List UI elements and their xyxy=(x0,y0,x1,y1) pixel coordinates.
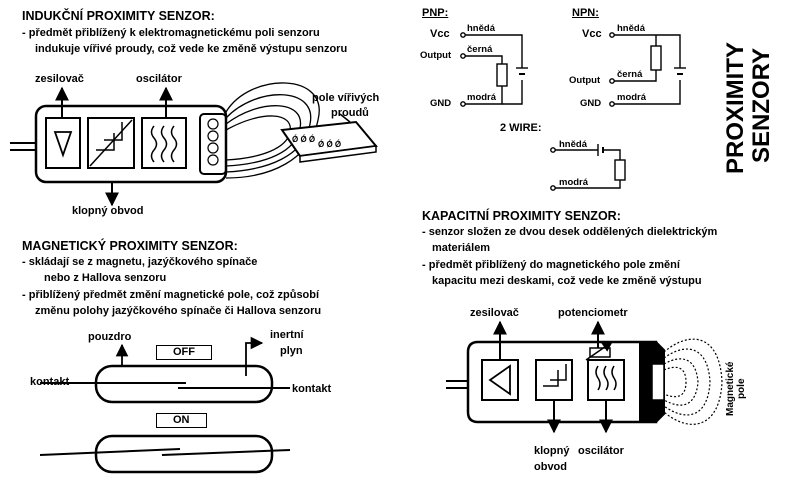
state-off-badge: OFF xyxy=(156,345,212,360)
two-wire-brown: hnědá xyxy=(559,139,587,150)
two-wire-label: 2 WIRE: xyxy=(500,122,542,134)
label-amplifier: zesilovač xyxy=(35,73,84,85)
inductive-desc-line2: indukuje vířivé proudy, což vede ke změn… xyxy=(35,43,348,55)
npn-wire-black: černá xyxy=(617,69,643,80)
npn-wire-brown: hnědá xyxy=(617,23,645,34)
cap-label-trigger-line2: obvod xyxy=(534,461,567,473)
label-inert-gas-line1: inertní xyxy=(270,329,304,341)
title-line2: SENZORY xyxy=(748,47,775,163)
svg-text:Ǿ Ǿ Ǿ: Ǿ Ǿ Ǿ xyxy=(318,140,341,149)
label-contact-left: kontakt xyxy=(30,376,70,388)
capacitive-desc-line1: - senzor složen ze dvou desek oddělených… xyxy=(422,226,718,238)
pnp-wire-blue: modrá xyxy=(467,92,497,103)
label-trigger-circuit: klopný obvod xyxy=(72,205,144,217)
inductive-heading: INDUKČNÍ PROXIMITY SENZOR: xyxy=(22,9,215,23)
pnp-vcc: Vcc xyxy=(430,28,450,40)
capacitive-desc-line4: kapacitu mezi deskami, což vede ke změně… xyxy=(432,275,702,287)
pnp-output: Output xyxy=(420,50,452,61)
pnp-label: PNP: xyxy=(422,7,449,19)
cap-label-field-line2: pole xyxy=(736,378,747,400)
label-eddy-field-line1: pole vířivých xyxy=(312,92,380,104)
two-wire-wiring xyxy=(550,144,626,191)
label-contact-right: kontakt xyxy=(292,383,332,395)
magnetic-desc-line2: nebo z Hallova senzoru xyxy=(44,272,167,284)
magnetic-desc-line4: změnu polohy jazýčkového spínače či Hall… xyxy=(35,305,322,317)
capacitive-desc-line2: materiálem xyxy=(432,242,491,254)
capacitive-desc-line3: - předmět přiblížený do magnetického pol… xyxy=(422,259,680,271)
npn-wire-blue: modrá xyxy=(617,92,647,103)
cap-label-trigger-line1: klopný xyxy=(534,445,570,457)
inductive-sensor-diagram: Ǿ Ǿ Ǿ Ǿ Ǿ Ǿ xyxy=(10,82,378,207)
cap-label-oscillator: oscilátor xyxy=(578,445,624,457)
label-oscillator: oscilátor xyxy=(136,73,182,85)
title-line1: PROXIMITY xyxy=(722,41,749,174)
capacitive-heading: KAPACITNÍ PROXIMITY SENZOR: xyxy=(422,209,621,223)
svg-text:Ǿ Ǿ Ǿ: Ǿ Ǿ Ǿ xyxy=(292,135,315,144)
npn-output: Output xyxy=(569,75,601,86)
state-on-badge: ON xyxy=(156,413,207,428)
magnetic-desc-line1: - skládají se z magnetu, jazýčkového spí… xyxy=(22,256,258,268)
pnp-wiring xyxy=(460,32,528,107)
capacitive-sensor-diagram xyxy=(446,320,723,434)
npn-wiring xyxy=(609,32,686,107)
label-housing: pouzdro xyxy=(88,331,132,343)
pnp-wire-black: černá xyxy=(467,44,493,55)
npn-label: NPN: xyxy=(572,7,599,19)
cap-label-field: Magnetické pole xyxy=(725,362,747,416)
two-wire-blue: modrá xyxy=(559,177,589,188)
label-eddy-field-line2: proudů xyxy=(331,107,369,119)
pnp-gnd: GND xyxy=(430,98,452,109)
inductive-desc-line1: - předmět přiblížený k elektromagnetické… xyxy=(22,27,320,39)
cap-label-field-line1: Magnetické xyxy=(725,361,736,416)
magnetic-desc-line3: - přiblížený předmět změní magnetické po… xyxy=(22,289,320,301)
magnetic-heading: MAGNETICKÝ PROXIMITY SENZOR: xyxy=(22,239,238,253)
reed-switch-diagram xyxy=(39,336,291,474)
npn-gnd: GND xyxy=(580,98,602,109)
cap-label-potentiometer: potenciometr xyxy=(558,307,628,319)
pnp-wire-brown: hnědá xyxy=(467,23,495,34)
cap-label-amplifier: zesilovač xyxy=(470,307,519,319)
npn-vcc: Vcc xyxy=(582,28,602,40)
label-inert-gas-line2: plyn xyxy=(280,345,303,357)
